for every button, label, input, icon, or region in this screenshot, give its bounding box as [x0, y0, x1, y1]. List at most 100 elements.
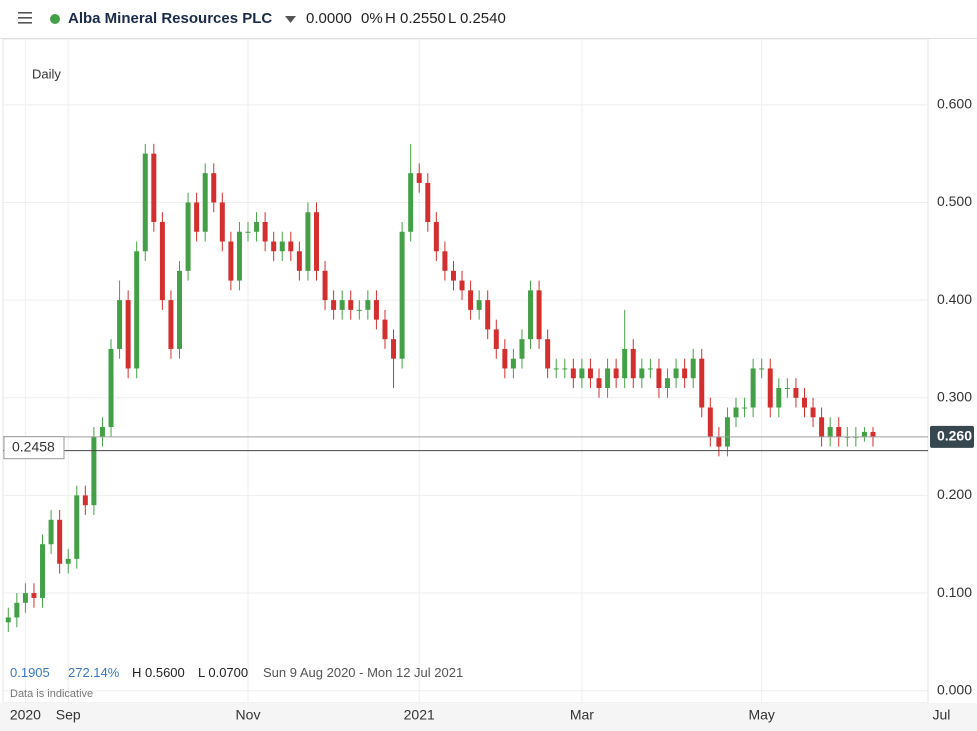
- x-tick-label: Sep: [56, 707, 81, 723]
- candle-body: [236, 231, 242, 281]
- candle-body: [870, 431, 876, 437]
- y-tick-label: 0.400: [937, 291, 972, 307]
- candle-body: [339, 300, 345, 310]
- candle-body: [553, 368, 559, 370]
- x-tick-label: May: [748, 707, 774, 723]
- candle-body: [254, 221, 260, 232]
- candle-body: [151, 153, 157, 222]
- candle-body: [605, 368, 611, 388]
- candle-body: [117, 300, 123, 349]
- candle-body: [468, 290, 474, 310]
- plot-frame: [2, 39, 929, 704]
- candle-body: [14, 602, 20, 618]
- y-tick-label: 0.000: [937, 681, 972, 697]
- y-tick-label: 0.200: [937, 486, 972, 502]
- candle-body: [622, 348, 628, 379]
- candle-body: [408, 173, 414, 232]
- candle-body: [819, 417, 825, 437]
- candle-body: [699, 358, 705, 408]
- candle-body: [767, 368, 773, 408]
- candle-body: [613, 368, 619, 379]
- candle-body: [656, 368, 662, 388]
- candle-body: [271, 241, 277, 252]
- candle-body: [776, 387, 782, 408]
- candle-body: [74, 495, 80, 559]
- candle-body: [168, 300, 174, 349]
- candle-body: [185, 202, 191, 271]
- crosshair-tag: [3, 436, 65, 460]
- candle-body: [433, 221, 439, 252]
- candle-body: [587, 368, 593, 379]
- candle-body: [125, 300, 131, 369]
- candle-body: [665, 378, 671, 388]
- last-price-tag: [930, 425, 974, 448]
- candle-body: [545, 339, 551, 369]
- candle-body: [510, 358, 516, 369]
- candle-body: [399, 231, 405, 359]
- candle-body: [562, 368, 568, 370]
- candle-body: [485, 300, 491, 330]
- candle-body: [305, 212, 311, 271]
- candle-body: [450, 270, 456, 281]
- candle-body: [391, 339, 397, 359]
- candle-body: [202, 173, 208, 232]
- candle-body: [211, 173, 217, 203]
- candle-body: [348, 300, 354, 310]
- instrument-title[interactable]: Alba Mineral Resources PLC: [68, 10, 273, 27]
- candle-body: [810, 407, 816, 418]
- candle-body: [313, 212, 319, 271]
- candle-body: [91, 436, 97, 506]
- candle-body: [5, 617, 11, 623]
- candle-body: [245, 231, 251, 233]
- candle-body: [742, 407, 748, 409]
- candle-body: [827, 427, 833, 437]
- candle-body: [476, 300, 482, 310]
- day-low: L 0.2540: [448, 10, 506, 27]
- candle-body: [759, 368, 765, 370]
- candle-body: [159, 221, 165, 301]
- candle-body: [536, 290, 542, 340]
- interval-label: Daily: [32, 66, 61, 81]
- candle-body: [57, 519, 63, 564]
- candle-body: [365, 300, 371, 310]
- candle-body: [228, 241, 234, 281]
- candle-body: [194, 202, 200, 232]
- candle-body: [493, 329, 499, 349]
- header: Alba Mineral Resources PLC 0.0000 0% H 0…: [0, 0, 977, 39]
- footer-high: H 0.5600: [132, 665, 185, 680]
- candle-body: [40, 544, 46, 598]
- candle-body: [108, 348, 114, 428]
- footer-price: 0.1905: [10, 665, 50, 680]
- candle-body: [502, 348, 508, 369]
- candle-body: [296, 251, 302, 271]
- menu-icon[interactable]: [18, 11, 38, 27]
- candle-body: [425, 182, 431, 222]
- footer-range: Sun 9 Aug 2020 - Mon 12 Jul 2021: [263, 665, 464, 680]
- last-price-label: 0.260: [937, 428, 972, 444]
- change-pct: 0%: [361, 10, 383, 27]
- x-tick-label: Jul: [933, 707, 951, 723]
- candle-body: [579, 368, 585, 379]
- candle-body: [322, 270, 328, 301]
- x-tick-label: Mar: [570, 707, 594, 723]
- y-tick-label: 0.600: [937, 96, 972, 112]
- candle-body: [134, 251, 140, 369]
- candle-body: [596, 378, 602, 388]
- candle-body: [836, 427, 842, 437]
- candle-body: [382, 319, 388, 340]
- candle-body: [373, 300, 379, 320]
- dropdown-icon[interactable]: [284, 15, 298, 25]
- candle-body: [219, 202, 225, 242]
- candle-body: [82, 495, 88, 506]
- candle-body: [416, 173, 422, 183]
- candle-body: [724, 417, 730, 447]
- candle-body: [279, 241, 285, 252]
- candle-body: [356, 309, 362, 311]
- candle-body: [570, 368, 576, 379]
- candle-body: [177, 270, 183, 349]
- candle-body: [459, 280, 465, 291]
- candle-body: [784, 387, 790, 389]
- candle-body: [682, 368, 688, 379]
- candle-body: [65, 558, 71, 564]
